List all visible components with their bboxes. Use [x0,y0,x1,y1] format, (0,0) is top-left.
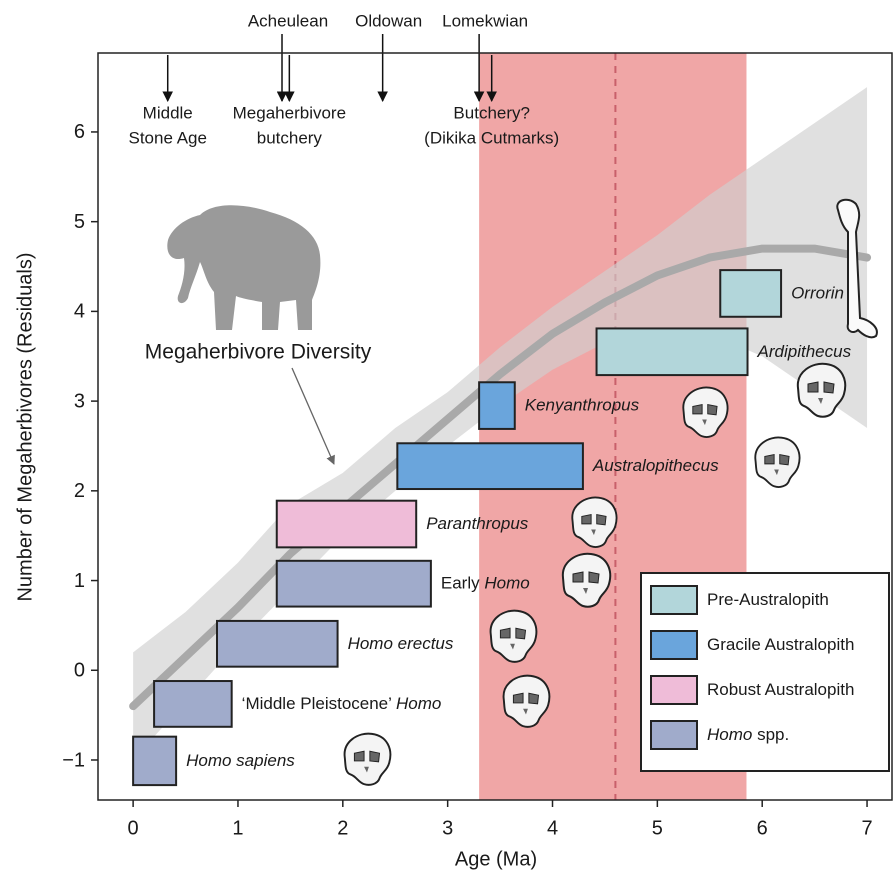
x-tick-label: 6 [757,817,768,839]
bar-label-part: Homo [484,574,529,593]
event-label: Oldowan [355,11,422,30]
range-bar [217,621,338,667]
event-label: (Dikika Cutmarks) [424,128,559,147]
bar-label-part: Homo erectus [348,634,454,653]
bar-label-part: Homo sapiens [186,751,295,770]
event-label: Stone Age [128,128,206,147]
legend-label: Pre-Australopith [707,590,829,609]
legend-swatch [651,631,697,659]
event-label: butchery [257,128,323,147]
y-tick-label: 4 [74,301,85,323]
event-label: Middle [143,103,193,122]
legend-label-part: Gracile Australopith [707,635,854,654]
range-bar [277,561,431,607]
bar-label: ‘Middle Pleistocene’ Homo [242,694,442,713]
bar-label-part: Homo [396,694,441,713]
bar-label-part: ‘Middle Pleistocene’ [242,694,396,713]
bar-label: Australopithecus [592,457,719,476]
bar-label-part: Kenyanthropus [525,396,640,415]
x-tick-label: 7 [861,817,872,839]
elephant-silhouette [167,205,320,330]
bar-label: Early Homo [441,574,530,593]
legend-label: Homo spp. [707,725,789,744]
range-bar [133,737,176,785]
range-bar [154,681,232,727]
legend-label-part: Homo [707,725,752,744]
range-bar [479,382,515,429]
bar-label: Kenyanthropus [525,396,640,415]
trend-label: Megaherbivore Diversity [145,341,372,364]
x-tick-label: 3 [442,817,453,839]
y-axis-title: Number of Megaherbivores (Residuals) [14,252,36,601]
range-bar [720,270,781,317]
bar-label: Homo erectus [348,634,454,653]
y-tick-label: 1 [74,570,85,592]
y-tick-label: 5 [74,211,85,233]
x-tick-label: 2 [337,817,348,839]
x-tick-label: 1 [232,817,243,839]
y-tick-label: 3 [74,390,85,412]
y-tick-label: −1 [62,749,85,771]
x-axis-title: Age (Ma) [455,848,537,870]
event-label: Butchery? [453,103,530,122]
y-tick-label: 6 [74,121,85,143]
skull-icon [798,364,845,417]
skull-icon [755,437,799,486]
legend-label: Gracile Australopith [707,635,854,654]
bar-label-part: Early [441,574,484,593]
bar-label: Homo sapiens [186,751,295,770]
y-tick-label: 2 [74,480,85,502]
x-tick-label: 5 [652,817,663,839]
trend-label-arrow [292,368,334,464]
event-label: Megaherbivore [233,103,346,122]
chart: Megaherbivore Diversity Homo sapiens ‘Mid… [0,0,894,877]
y-tick-label: 0 [74,660,85,682]
bar-label-part: Australopithecus [592,457,719,476]
legend-label: Robust Australopith [707,680,854,699]
skull-icon [345,734,391,785]
legend-swatch [651,721,697,749]
bar-label: Paranthropus [426,515,529,534]
range-bar [277,501,416,548]
legend-label-part: Pre-Australopith [707,590,829,609]
bar-label-part: Ardipithecus [757,342,852,361]
x-tick-label: 0 [128,817,139,839]
x-tick-label: 4 [547,817,558,839]
event-label: Lomekwian [442,11,528,30]
legend-label-part: spp. [752,725,789,744]
bar-label-part: Orrorin [791,284,844,303]
bar-label-part: Paranthropus [426,515,529,534]
bar-label: Ardipithecus [757,342,852,361]
range-bar [597,328,748,375]
event-label: Acheulean [248,11,328,30]
legend-swatch [651,676,697,704]
range-bar [397,443,583,489]
legend-swatch [651,586,697,614]
legend-label-part: Robust Australopith [707,680,854,699]
bar-label: Orrorin [791,284,844,303]
